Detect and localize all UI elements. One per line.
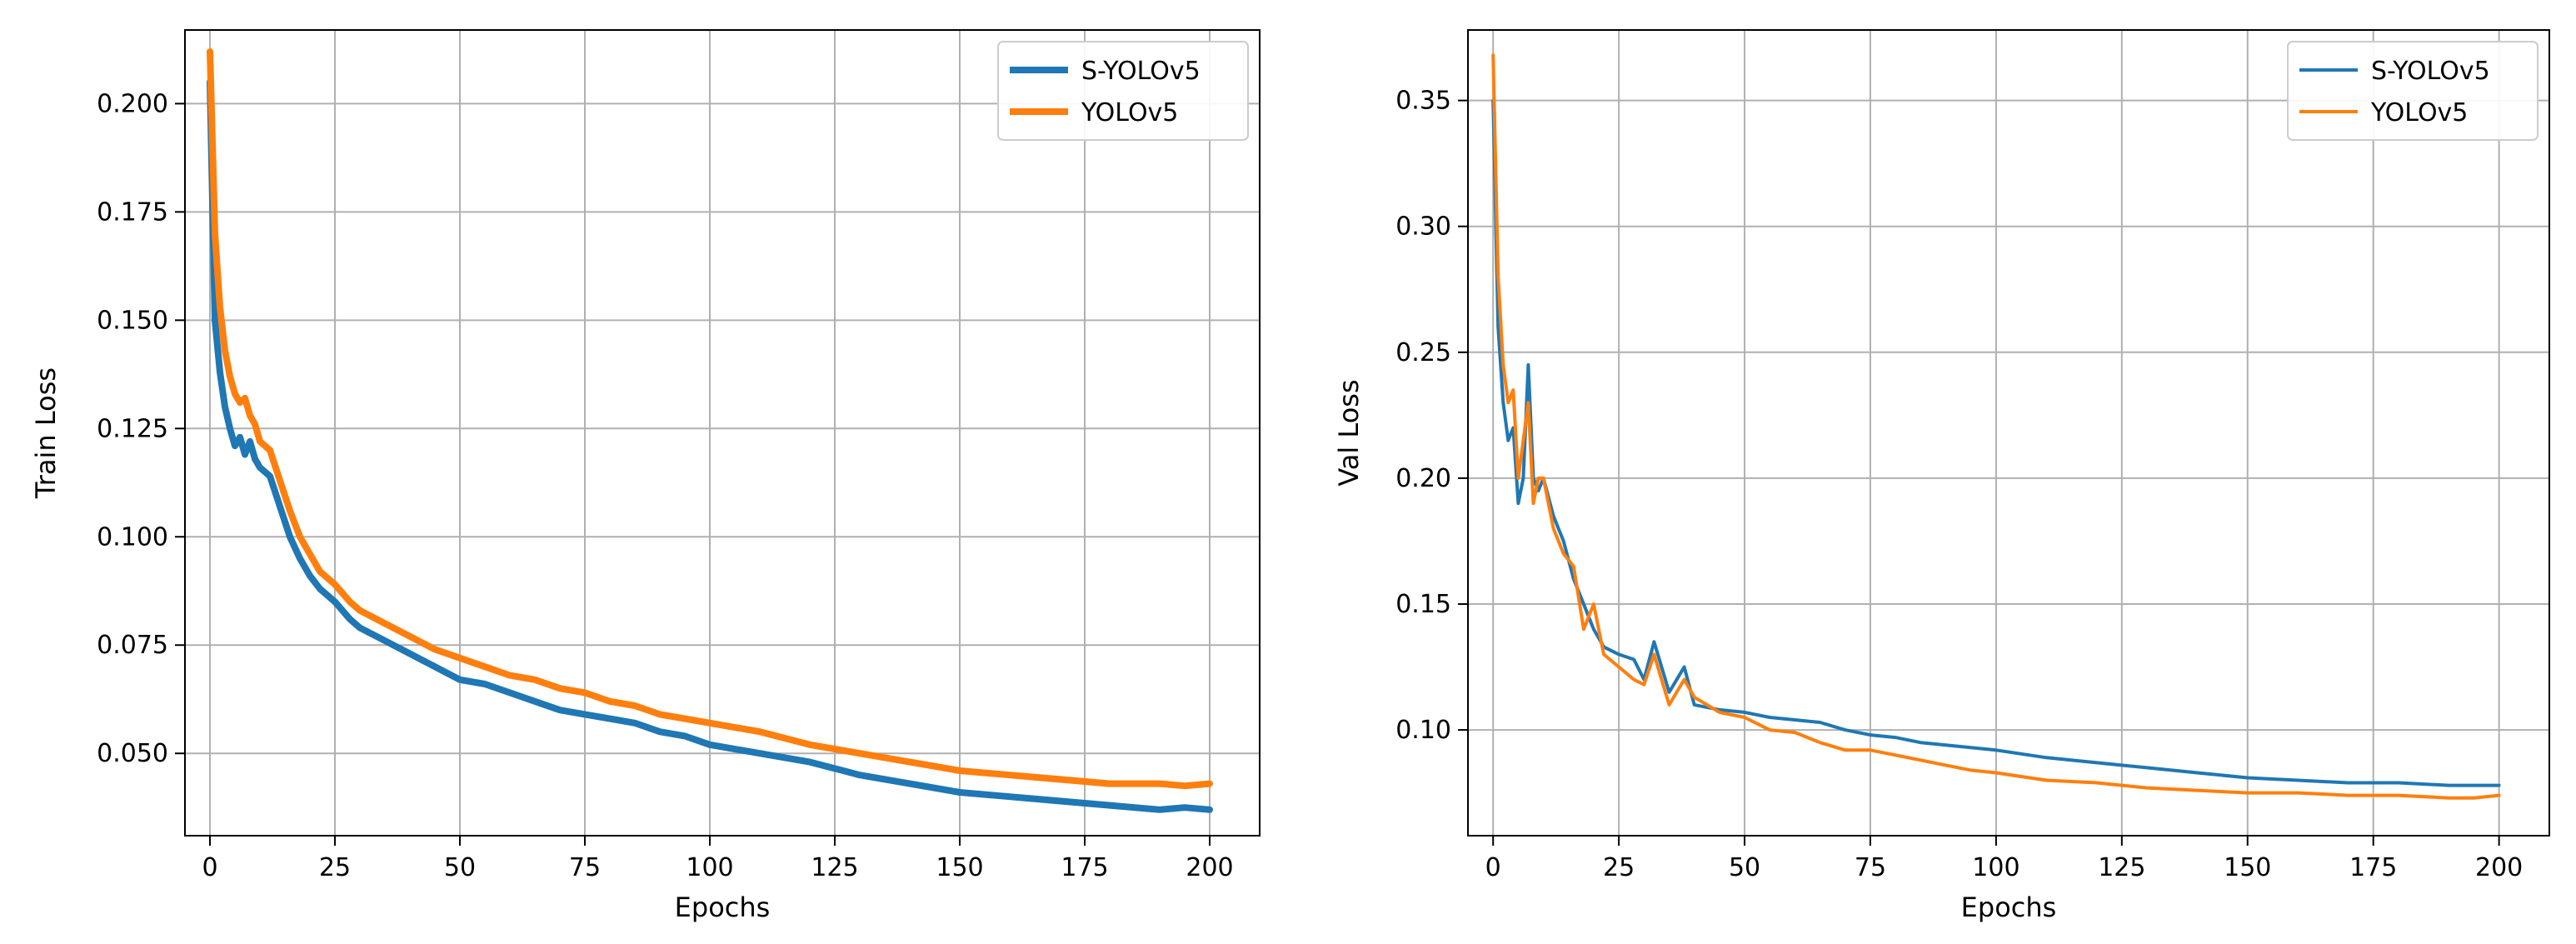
val-grid <box>1468 30 2549 836</box>
val-x-tick-label: 100 <box>1972 853 2019 882</box>
val-x-tick-label: 125 <box>2098 853 2145 882</box>
train-y-tick-label: 0.075 <box>97 631 168 660</box>
train-y-tick-label: 0.200 <box>97 89 168 118</box>
train-axes-frame <box>184 29 1261 837</box>
train-x-tick-label: 25 <box>319 853 351 882</box>
train-x-tick-label: 100 <box>686 853 733 882</box>
val-x-tick-label: 0 <box>1485 853 1501 882</box>
train-legend-label-yolov5: YOLOv5 <box>1081 98 1178 127</box>
train-x-tick-label: 200 <box>1186 853 1233 882</box>
train-y-axis-label: Train Loss <box>30 367 62 499</box>
train-y-tick-label: 0.100 <box>97 522 168 552</box>
val-axes-frame <box>1467 29 2550 837</box>
train-loss-chart: 0 25 50 75 100 125 150 175 200 0.050 0.075 0.100 0.1… <box>30 29 1261 923</box>
train-series-s-yolov5 <box>207 78 1213 813</box>
val-legend-label-yolov5: YOLOv5 <box>2370 98 2468 127</box>
val-y-tick-label: 0.15 <box>1395 590 1451 619</box>
val-x-tick-label: 200 <box>2475 853 2523 882</box>
train-legend-label-s-yolov5: S-YOLOv5 <box>1081 57 1201 86</box>
train-legend-box <box>997 41 1249 141</box>
val-x-tick-label: 150 <box>2224 853 2271 882</box>
train-x-tick-label: 125 <box>811 853 858 882</box>
train-y-tick-label: 0.150 <box>97 306 168 335</box>
train-y-tick-label: 0.175 <box>97 197 168 227</box>
train-x-tick-label: 175 <box>1061 853 1108 882</box>
train-x-tick-label: 50 <box>444 853 476 882</box>
train-y-tick-label: 0.050 <box>97 739 168 768</box>
val-x-tick-label: 25 <box>1603 853 1635 882</box>
val-series <box>1491 53 2501 800</box>
val-series-yolov5 <box>1491 53 2501 800</box>
val-y-tick-label: 0.35 <box>1395 87 1451 116</box>
train-legend: S-YOLOv5 YOLOv5 <box>997 41 1249 141</box>
val-y-tick-label: 0.10 <box>1395 716 1451 745</box>
val-x-axis-label: Epochs <box>1961 892 2057 923</box>
train-x-tick-label: 0 <box>202 853 217 882</box>
val-legend-label-s-yolov5: S-YOLOv5 <box>2371 57 2490 86</box>
train-grid <box>185 30 1260 836</box>
val-legend: S-YOLOv5 YOLOv5 <box>2287 41 2539 141</box>
val-x-tick-label: 75 <box>1855 853 1886 882</box>
val-loss-chart: 0 25 50 75 100 125 150 175 200 0.10 0.15 0.20 0.25 0.… <box>1333 29 2550 923</box>
train-y-tick-label: 0.125 <box>97 414 168 443</box>
train-x-axis-label: Epochs <box>675 892 771 923</box>
val-legend-box <box>2287 41 2539 141</box>
val-y-tick-label: 0.20 <box>1395 464 1451 493</box>
train-series-yolov5 <box>207 48 1213 790</box>
train-x-tick-label: 150 <box>936 853 983 882</box>
val-x-tick-label: 50 <box>1729 853 1760 882</box>
val-ticks: 0 25 50 75 100 125 150 175 200 0.10 0.15 0.20 0.25 0.… <box>1395 87 2523 882</box>
train-ticks: 0 25 50 75 100 125 150 175 200 0.050 0.075 0.100 0.1… <box>97 89 1234 882</box>
val-y-axis-label: Val Loss <box>1333 379 1365 486</box>
val-y-tick-label: 0.25 <box>1395 338 1451 367</box>
train-x-tick-label: 75 <box>569 853 601 882</box>
train-series <box>207 48 1213 813</box>
val-x-tick-label: 175 <box>2349 853 2397 882</box>
val-y-tick-label: 0.30 <box>1395 212 1451 242</box>
